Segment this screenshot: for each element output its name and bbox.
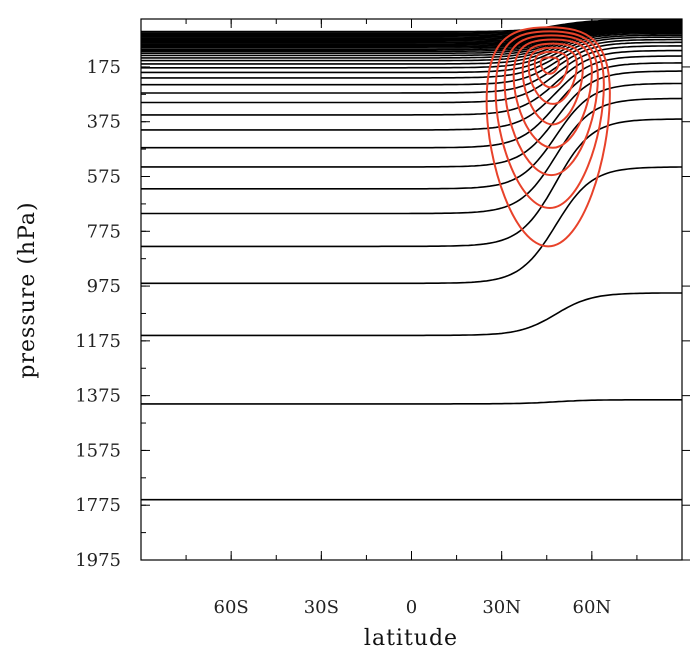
y-tick-label: 1175 [75, 331, 121, 352]
y-tick-label: 975 [87, 276, 121, 297]
isentrope-line [141, 45, 682, 104]
plot-frame [140, 18, 683, 561]
y-tick-label: 575 [87, 167, 121, 188]
isentrope-line [141, 62, 682, 149]
jet-contour-line [494, 30, 605, 210]
isentrope-line [141, 166, 682, 285]
isentrope-line [141, 292, 682, 337]
y-tick-label: 1975 [75, 550, 121, 571]
jet-contour-line [539, 56, 560, 75]
isentrope-line [141, 27, 682, 54]
jet-contour-line [533, 50, 569, 89]
isentrope-line [141, 97, 682, 215]
isentrope-contours [141, 19, 682, 501]
jet-contour-line [521, 42, 584, 126]
y-axis-ticks: 175 375 575 775 975 1175 1375 1575 1775 1975 [75, 39, 690, 571]
jet-contour-line [512, 38, 593, 149]
isentrope-line [141, 82, 682, 190]
jet-contour-line [527, 46, 578, 105]
y-tick-label: 775 [87, 221, 121, 242]
isentrope-line [141, 49, 682, 116]
x-tick-label: 0 [406, 597, 417, 618]
jet-contour-line [485, 26, 611, 248]
y-tick-label: 1575 [75, 440, 121, 461]
x-axis-ticks: 60S 30S 0 30N 60N [140, 19, 683, 618]
jet-contours [485, 26, 611, 248]
y-tick-label: 1375 [75, 386, 121, 407]
isentrope-line [141, 29, 682, 59]
isentrope-line [141, 36, 682, 79]
isentrope-line [141, 30, 682, 62]
x-tick-label: 30S [304, 597, 339, 618]
y-tick-label: 1775 [75, 495, 121, 516]
x-tick-label: 60S [214, 597, 249, 618]
isentrope-line [141, 28, 682, 57]
y-tick-label: 375 [87, 112, 121, 133]
x-tick-label: 60N [573, 597, 612, 618]
x-tick-label: 30N [482, 597, 521, 618]
jet-contour-line [503, 34, 599, 177]
isentrope-line [141, 41, 682, 94]
isentrope-line [141, 399, 682, 405]
x-axis-label: latitude [364, 626, 458, 651]
isentrope-line [141, 118, 682, 248]
isentrope-line [141, 31, 682, 65]
y-tick-label: 175 [87, 57, 121, 78]
y-axis-label: pressure (hPa) [15, 201, 40, 378]
